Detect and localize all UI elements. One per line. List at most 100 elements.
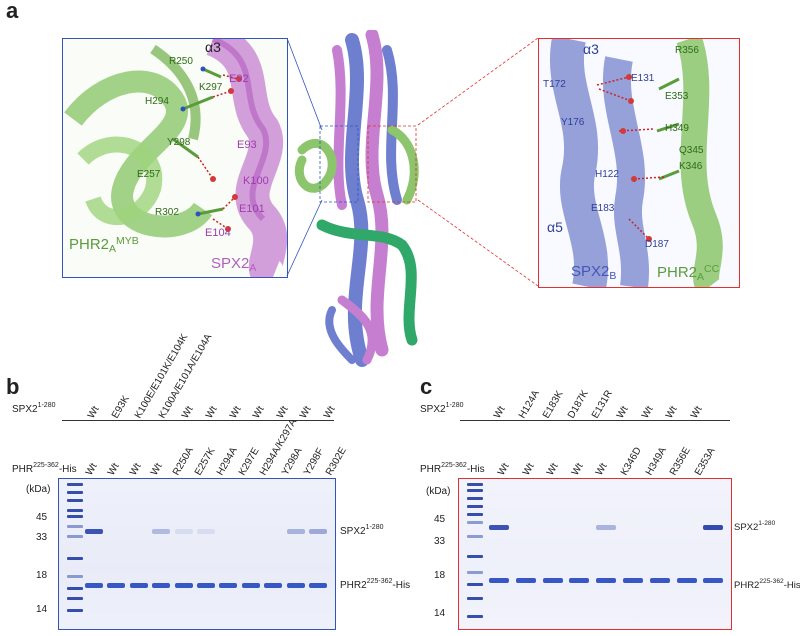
b-phr-lane-label: E257K bbox=[193, 445, 218, 478]
left-label-e104: E104 bbox=[205, 227, 231, 239]
left-inset-structure bbox=[64, 39, 287, 277]
b-marker-14: 14 bbox=[36, 604, 48, 615]
ladder-band bbox=[467, 597, 483, 600]
c-phr-lane-label: Wt bbox=[520, 461, 537, 478]
c-phr-lane-label: R356E bbox=[668, 445, 694, 478]
b-phr-lane-label: K297E bbox=[236, 445, 262, 478]
phr-band bbox=[542, 578, 563, 583]
right-label-k346: K346 bbox=[679, 161, 703, 172]
c-phr-row-label: PHR225-362-His bbox=[420, 462, 485, 475]
ladder-band bbox=[67, 557, 83, 560]
right-label-e183: E183 bbox=[591, 203, 615, 214]
left-label-e93: E93 bbox=[237, 139, 257, 151]
phr-band bbox=[515, 578, 536, 583]
phr-band bbox=[623, 578, 643, 583]
c-marker-45: 45 bbox=[434, 514, 446, 525]
c-phr-lane-label: Wt bbox=[594, 461, 611, 478]
spx-band bbox=[596, 525, 617, 530]
b-spx-lane-label: Wt bbox=[86, 404, 102, 421]
phr-band bbox=[596, 578, 617, 583]
c-phr-lane-label: H349A bbox=[643, 445, 669, 478]
c-phr-lane-label: Wt bbox=[545, 461, 561, 478]
c-spx-lane-label: H124A bbox=[516, 388, 542, 421]
c-spx-lane-label: Wt bbox=[492, 404, 508, 421]
panel-b-letter: b bbox=[6, 374, 20, 399]
b-phr-lane-label: R250A bbox=[171, 445, 197, 478]
b-marker-45: 45 bbox=[36, 512, 48, 523]
spx-band bbox=[152, 529, 171, 534]
c-phr-lane-label: Wt bbox=[496, 461, 512, 478]
ladder-band bbox=[467, 571, 483, 574]
ladder-band bbox=[467, 513, 483, 516]
ladder-band bbox=[67, 575, 83, 578]
right-label-h349: H349 bbox=[665, 123, 689, 134]
b-band-label-phr: PHR2225-362-His bbox=[340, 578, 411, 591]
right-label-q345: Q345 bbox=[679, 145, 704, 156]
left-label-e92: E92 bbox=[229, 73, 249, 85]
right-inset: α3 R356 T172 E131 E353 Y176 H349 Q345 K3… bbox=[538, 38, 740, 288]
ladder-band bbox=[467, 489, 483, 492]
right-phr-label: PHR2ACC bbox=[657, 263, 720, 283]
b-marker-33: 33 bbox=[36, 532, 48, 543]
c-spx-lane-label: Wt bbox=[639, 404, 656, 421]
right-spx-label: SPX2B bbox=[571, 263, 617, 282]
phr-band bbox=[219, 583, 238, 588]
right-label-e353: E353 bbox=[665, 91, 689, 102]
left-phr-label: PHR2AMYB bbox=[69, 235, 139, 255]
c-phr-lane-label: E353A bbox=[692, 445, 718, 478]
spx-band bbox=[309, 529, 327, 534]
ladder-band bbox=[467, 615, 483, 618]
right-label-t172: T172 bbox=[543, 79, 566, 90]
c-band-label-spx: SPX21-280 bbox=[734, 520, 776, 533]
left-label-e101: E101 bbox=[239, 203, 265, 215]
ladder-band bbox=[67, 491, 83, 494]
b-phr-lane-label: Wt bbox=[149, 461, 166, 478]
left-label-r250: R250 bbox=[169, 56, 193, 67]
inset-connectors bbox=[286, 37, 539, 287]
right-label-y176: Y176 bbox=[561, 117, 585, 128]
phr-band bbox=[703, 578, 724, 583]
c-phr-lane-label: Wt bbox=[569, 461, 586, 478]
b-spx-lane-label: Wt bbox=[251, 404, 267, 421]
ladder-band bbox=[467, 521, 483, 524]
phr-band bbox=[241, 583, 260, 588]
phr-band bbox=[569, 578, 590, 583]
ladder-band bbox=[467, 505, 483, 508]
phr-band bbox=[264, 583, 283, 588]
c-phr-lane-label: K346D bbox=[619, 445, 644, 478]
left-label-e257: E257 bbox=[137, 169, 161, 180]
spx-band bbox=[286, 529, 305, 534]
right-label-e131: E131 bbox=[631, 73, 655, 84]
b-spx-lane-label: E93K bbox=[109, 393, 132, 421]
right-label-alpha3: α3 bbox=[583, 41, 599, 57]
gel-b bbox=[58, 478, 336, 630]
b-spx-lane-label: Wt bbox=[298, 404, 315, 421]
left-label-r302: R302 bbox=[155, 207, 179, 218]
b-spx-divider bbox=[62, 420, 334, 421]
right-inset-structure bbox=[549, 39, 723, 287]
b-spx-lane-label: Wt bbox=[322, 404, 338, 421]
b-phr-row-label: PHR225-362-His bbox=[12, 462, 77, 475]
spx-band bbox=[85, 529, 103, 534]
ladder-band bbox=[467, 483, 483, 486]
phr-band bbox=[676, 578, 697, 583]
phr-band bbox=[309, 583, 327, 588]
c-spx-lane-label: E131R bbox=[590, 388, 616, 421]
left-label-h294: H294 bbox=[145, 96, 169, 107]
b-phr-lane-label: Wt bbox=[127, 461, 144, 478]
gel-c bbox=[458, 478, 732, 630]
left-spx-label: SPX2A bbox=[211, 255, 257, 274]
b-spx-lane-label: Wt bbox=[180, 404, 197, 421]
ladder-band bbox=[467, 535, 483, 538]
ladder-band bbox=[67, 509, 83, 512]
phr-band bbox=[286, 583, 305, 588]
phr-band bbox=[107, 583, 126, 588]
c-band-label-phr: PHR2225-362-His bbox=[734, 578, 800, 591]
b-phr-lane-label: Y298A bbox=[280, 445, 305, 478]
ladder-band bbox=[67, 483, 83, 486]
b-phr-lane-label: Wt bbox=[84, 461, 100, 478]
phr-band bbox=[85, 583, 103, 588]
right-label-h122: H122 bbox=[595, 169, 619, 180]
ladder-band bbox=[67, 609, 83, 612]
c-spx-lane-label: D187K bbox=[565, 388, 591, 421]
